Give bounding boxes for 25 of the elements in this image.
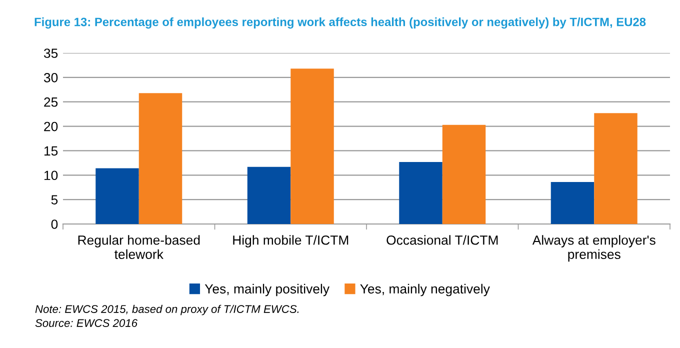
y-tick-label: 10 (44, 170, 58, 180)
y-tick-label: 35 (44, 48, 58, 58)
bar (96, 168, 139, 224)
bar (594, 113, 638, 224)
legend-label: Yes, mainly negatively (360, 284, 490, 296)
y-tick-label: 20 (44, 122, 58, 132)
x-tick-label: High mobile T/ICTM (233, 235, 348, 248)
text: Note: EWCS 2015, based on proxy of T/ICTM EWCS. (35, 304, 299, 316)
bar (247, 166, 291, 224)
y-tick-label: 25 (44, 97, 58, 107)
bar (138, 93, 182, 224)
y-tick-label: 5 (51, 195, 58, 204)
y-tick-label: 15 (44, 146, 58, 156)
bar (290, 68, 334, 224)
legend-label: Yes, mainly positively (204, 284, 330, 296)
y-tick-label: 30 (44, 72, 58, 82)
chart-title: Figure 13: Percentage of employees reporting work affects health (positively or negatively) by T/ICTM, EU28 (34, 17, 646, 29)
bar (399, 162, 442, 224)
bar (442, 124, 486, 224)
source-note: Source: EWCS 2016 (35, 319, 138, 327)
bar (550, 182, 594, 224)
x-tick-label: Regular home-based telework (78, 235, 200, 260)
x-tick-label: Always at employer's premises (532, 235, 656, 262)
y-tick-label: 0 (51, 220, 58, 229)
x-tick-label: Occasional T/ICTM (386, 235, 498, 245)
